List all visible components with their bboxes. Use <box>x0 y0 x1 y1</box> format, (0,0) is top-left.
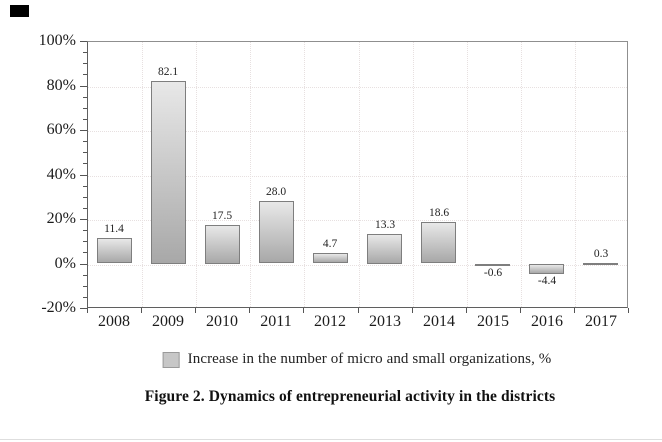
y-axis-label: 60% <box>46 121 76 138</box>
bar-value-label: 13.3 <box>374 219 396 231</box>
y-axis-minor-tick <box>83 274 87 276</box>
gridline-horizontal <box>88 131 627 132</box>
bar-2008 <box>97 238 132 263</box>
y-axis-minor-tick <box>83 118 87 120</box>
x-axis-label: 2012 <box>314 313 346 330</box>
x-axis-label: 2017 <box>585 313 617 330</box>
y-axis-minor-tick <box>83 74 87 76</box>
x-axis-tick <box>303 308 304 313</box>
legend-swatch-icon <box>162 351 180 368</box>
legend-label: Increase in the number of micro and smal… <box>187 351 552 367</box>
bar-2012 <box>313 253 348 263</box>
x-axis-tick <box>141 308 142 313</box>
gridline-vertical <box>467 42 468 307</box>
y-axis-major-tick <box>80 263 87 265</box>
x-axis-tick <box>87 308 88 313</box>
gridline-vertical <box>196 42 197 307</box>
y-axis-major-tick <box>80 308 87 309</box>
x-axis-tick <box>466 308 467 313</box>
x-axis-label: 2010 <box>206 313 238 330</box>
bar-2017 <box>583 263 618 265</box>
gridline-horizontal <box>88 86 627 88</box>
figure-caption: Figure 2. Dynamics of entrepreneurial ac… <box>144 388 556 405</box>
gridline-horizontal <box>88 175 627 177</box>
x-axis-tick <box>574 308 575 313</box>
x-axis-tick <box>412 308 413 313</box>
gridline-vertical <box>575 42 576 307</box>
gridline-vertical <box>142 42 143 307</box>
y-axis-minor-tick <box>83 52 87 54</box>
y-axis-minor-tick <box>83 207 87 209</box>
y-axis-major-tick <box>80 130 87 131</box>
x-axis-tick <box>628 308 629 313</box>
y-axis-minor-tick <box>83 241 87 243</box>
bar-value-label: -0.6 <box>483 267 503 279</box>
y-axis-minor-tick <box>83 152 87 154</box>
gridline-vertical <box>413 42 414 307</box>
gridline-vertical <box>521 42 522 307</box>
x-axis-tick <box>195 308 196 313</box>
x-axis-label: 2013 <box>369 313 401 330</box>
y-axis-minor-tick <box>83 141 87 143</box>
y-axis-label: 80% <box>46 76 76 94</box>
y-axis-minor-tick <box>83 296 87 298</box>
y-axis-label: 20% <box>46 210 76 227</box>
bar-2013 <box>367 234 402 264</box>
x-axis-tick <box>520 308 521 313</box>
y-axis-label: 40% <box>46 165 76 183</box>
gridline-vertical <box>304 42 305 307</box>
scan-artifact-mark <box>10 5 29 17</box>
gridline-horizontal <box>88 264 627 266</box>
bar-value-label: 11.4 <box>104 223 124 235</box>
y-axis-minor-tick <box>83 185 87 187</box>
bar-2010 <box>205 225 240 264</box>
scan-smudge-line <box>0 439 662 440</box>
y-axis-minor-tick <box>83 230 87 232</box>
gridline-vertical <box>359 42 360 307</box>
x-axis-label: 2008 <box>98 313 130 330</box>
bar-value-label: 28.0 <box>265 186 287 198</box>
y-axis-minor-tick <box>83 252 87 254</box>
x-axis-label: 2009 <box>152 313 184 330</box>
bar-2014 <box>421 222 456 263</box>
x-axis-label: 2011 <box>260 313 292 330</box>
bar-2009 <box>151 81 186 264</box>
bar-2016 <box>529 264 564 274</box>
x-axis-tick <box>358 308 359 313</box>
x-axis-label: 2015 <box>477 313 509 330</box>
y-axis-major-tick <box>80 219 87 220</box>
bar-value-label: -4.4 <box>537 275 557 287</box>
y-axis-minor-tick <box>83 285 87 287</box>
bar-value-label: 82.1 <box>157 66 179 78</box>
x-axis-label: 2014 <box>423 313 455 330</box>
bar-value-label: 0.3 <box>593 248 609 260</box>
gridline-horizontal <box>88 220 627 221</box>
y-axis-major-tick <box>80 85 87 87</box>
plot-area <box>87 41 628 308</box>
y-axis-label: 100% <box>38 32 76 49</box>
y-axis-label: -20% <box>41 299 76 316</box>
bar-2015 <box>475 264 510 266</box>
x-axis-tick <box>249 308 250 313</box>
y-axis-major-tick <box>80 41 87 42</box>
x-axis-label: 2016 <box>531 313 563 330</box>
gridline-vertical <box>250 42 251 307</box>
y-axis-minor-tick <box>83 163 87 165</box>
bar-2011 <box>259 201 294 263</box>
y-axis-minor-tick <box>83 107 87 109</box>
bar-value-label: 4.7 <box>322 238 338 250</box>
bar-value-label: 17.5 <box>211 210 233 222</box>
y-axis-minor-tick <box>83 196 87 198</box>
y-axis-major-tick <box>80 174 87 176</box>
bar-value-label: 18.6 <box>428 207 450 219</box>
legend: Increase in the number of micro and smal… <box>162 351 552 368</box>
y-axis-minor-tick <box>83 96 87 98</box>
y-axis-label: 0% <box>54 254 76 272</box>
y-axis-minor-tick <box>83 63 87 65</box>
